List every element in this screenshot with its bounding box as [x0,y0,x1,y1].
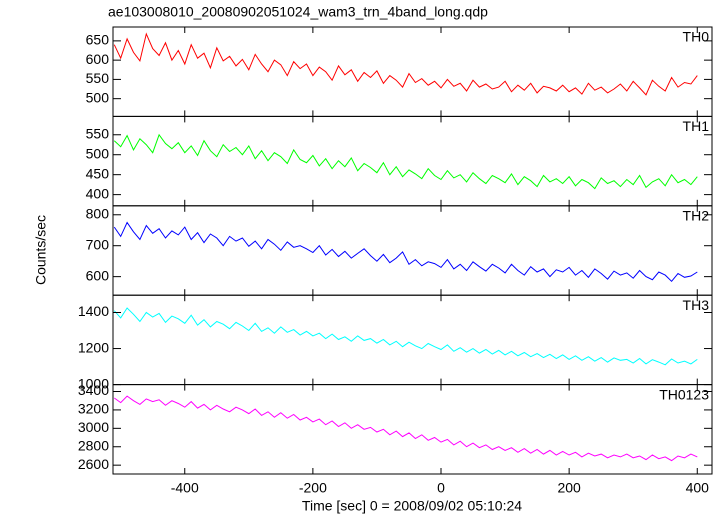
y-tick-label: 550 [86,125,110,141]
y-tick-label: 3400 [78,382,109,398]
y-tick-label: 400 [86,185,110,201]
x-tick-label: 200 [557,480,581,496]
panel-frame [112,384,713,475]
y-tick-label: 600 [86,51,110,67]
series-label: TH1 [683,118,710,134]
data-line [113,221,698,283]
y-tick-label: 3000 [78,419,109,435]
data-line [114,395,698,462]
panel-frame [112,26,713,117]
y-tick-label: 3200 [78,401,109,417]
x-axis-label: Time [sec] 0 = 2008/09/02 05:10:24 [302,498,522,514]
y-tick-label: 700 [86,236,110,252]
y-tick-label: 2800 [78,437,109,453]
y-tick-label: 1400 [78,303,109,319]
data-line [113,307,698,366]
y-axis-label: Counts/sec [33,215,49,285]
y-tick-label: 800 [86,205,110,221]
x-tick-label: 400 [686,480,710,496]
y-tick-label: 500 [86,145,110,161]
data-line [113,32,698,96]
chart-title: ae103008010_20080902051024_wam3_trn_4ban… [108,4,488,20]
series-label: TH2 [683,208,710,224]
x-tick-label: -400 [171,480,199,496]
y-tick-label: 1000 [78,375,109,391]
series-label: TH0 [683,29,710,45]
y-tick-label: 500 [86,89,110,105]
series-label: TH0123 [659,386,709,402]
y-tick-label: 1200 [78,339,109,355]
series-label: TH3 [683,297,710,313]
y-tick-label: 600 [86,267,110,283]
panel-frame [112,205,713,296]
x-tick-label: -200 [299,480,327,496]
panel-frame [112,294,713,386]
y-tick-label: 550 [86,70,110,86]
y-tick-label: 2600 [78,456,109,472]
y-tick-label: 650 [86,32,110,48]
x-tick-label: 0 [437,480,445,496]
panel-frame [112,115,713,207]
data-line [113,133,698,190]
y-tick-label: 450 [86,165,110,181]
